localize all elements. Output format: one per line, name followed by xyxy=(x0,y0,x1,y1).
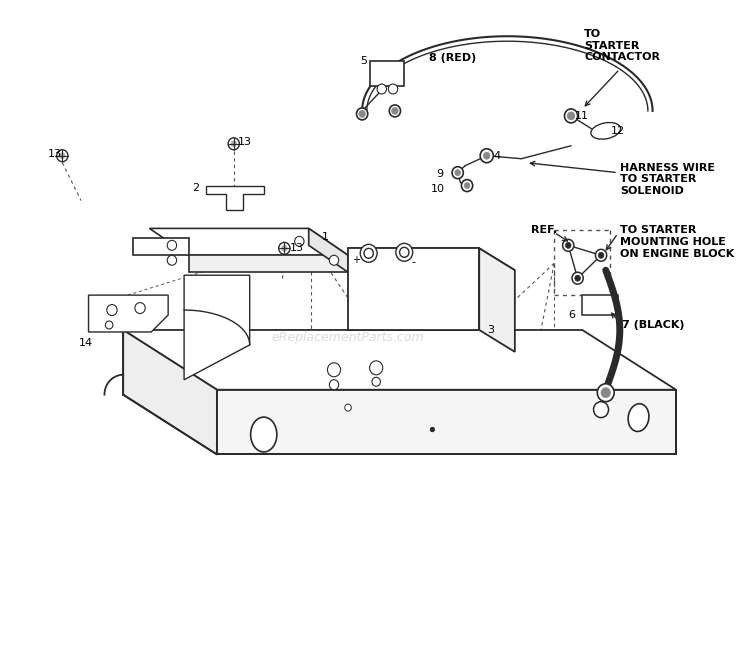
Circle shape xyxy=(279,242,290,255)
Circle shape xyxy=(562,240,574,251)
Text: 3: 3 xyxy=(487,325,494,335)
Circle shape xyxy=(565,109,578,123)
Circle shape xyxy=(329,380,339,390)
Text: -: - xyxy=(412,257,416,267)
Polygon shape xyxy=(309,229,348,272)
Polygon shape xyxy=(479,248,514,352)
Circle shape xyxy=(358,110,365,118)
Polygon shape xyxy=(582,295,618,315)
Circle shape xyxy=(597,384,614,402)
Circle shape xyxy=(59,152,65,159)
Circle shape xyxy=(572,272,584,284)
Text: 8 (RED): 8 (RED) xyxy=(429,53,476,63)
Circle shape xyxy=(356,108,368,120)
Circle shape xyxy=(388,84,398,94)
Polygon shape xyxy=(348,248,479,330)
Circle shape xyxy=(345,404,351,411)
Circle shape xyxy=(430,428,434,432)
Circle shape xyxy=(377,84,386,94)
Circle shape xyxy=(452,167,464,179)
Circle shape xyxy=(464,183,470,189)
Circle shape xyxy=(601,388,610,398)
Text: 13: 13 xyxy=(290,244,304,253)
Circle shape xyxy=(295,236,304,246)
Circle shape xyxy=(364,248,374,258)
Polygon shape xyxy=(348,248,514,270)
Text: 1: 1 xyxy=(322,233,328,242)
Circle shape xyxy=(328,363,340,377)
Circle shape xyxy=(598,253,604,258)
Circle shape xyxy=(167,255,176,266)
Polygon shape xyxy=(206,185,264,211)
Circle shape xyxy=(574,275,580,281)
Text: 7 (BLACK): 7 (BLACK) xyxy=(622,320,684,330)
Circle shape xyxy=(167,240,176,250)
Text: 10: 10 xyxy=(430,183,445,194)
Polygon shape xyxy=(88,295,168,332)
Text: 12: 12 xyxy=(610,126,625,136)
Circle shape xyxy=(281,245,287,251)
Polygon shape xyxy=(184,275,250,380)
Text: 5: 5 xyxy=(360,56,367,66)
Ellipse shape xyxy=(251,417,277,452)
Circle shape xyxy=(480,149,494,163)
Polygon shape xyxy=(123,330,217,454)
Circle shape xyxy=(593,402,608,417)
Text: HARNESS WIRE
TO STARTER
SOLENOID: HARNESS WIRE TO STARTER SOLENOID xyxy=(620,163,715,196)
Circle shape xyxy=(396,244,412,261)
Circle shape xyxy=(372,377,380,386)
Circle shape xyxy=(329,255,339,266)
Polygon shape xyxy=(370,61,404,86)
Circle shape xyxy=(106,304,117,315)
Polygon shape xyxy=(123,330,676,390)
Circle shape xyxy=(370,361,382,375)
Polygon shape xyxy=(189,255,348,272)
Ellipse shape xyxy=(628,404,649,432)
Text: eReplacementParts.com: eReplacementParts.com xyxy=(272,331,424,344)
Circle shape xyxy=(360,244,377,262)
Text: TO
STARTER
CONTACTOR: TO STARTER CONTACTOR xyxy=(584,29,660,63)
Circle shape xyxy=(484,152,490,159)
Text: 2: 2 xyxy=(193,183,200,193)
Circle shape xyxy=(57,150,68,162)
Circle shape xyxy=(231,141,236,147)
Polygon shape xyxy=(149,229,348,255)
Circle shape xyxy=(135,302,146,313)
Circle shape xyxy=(400,247,409,257)
Polygon shape xyxy=(217,390,676,454)
Text: 13: 13 xyxy=(48,149,62,159)
Circle shape xyxy=(389,105,400,117)
Circle shape xyxy=(596,249,607,261)
Circle shape xyxy=(106,321,113,329)
Text: TO STARTER
MOUNTING HOLE
ON ENGINE BLOCK: TO STARTER MOUNTING HOLE ON ENGINE BLOCK xyxy=(620,225,734,258)
Circle shape xyxy=(461,180,472,192)
Text: 11: 11 xyxy=(574,111,589,121)
Text: +: + xyxy=(352,255,359,266)
Circle shape xyxy=(228,138,239,150)
Text: 4: 4 xyxy=(494,151,500,161)
Circle shape xyxy=(455,170,460,176)
Text: 6: 6 xyxy=(568,310,574,320)
Polygon shape xyxy=(133,238,189,255)
Text: 13: 13 xyxy=(238,137,251,147)
Circle shape xyxy=(566,242,571,248)
Text: REF.: REF. xyxy=(531,225,557,235)
Circle shape xyxy=(392,107,398,114)
Text: 9: 9 xyxy=(436,169,444,179)
Circle shape xyxy=(567,112,574,120)
Text: 14: 14 xyxy=(80,338,93,348)
Ellipse shape xyxy=(591,123,620,139)
